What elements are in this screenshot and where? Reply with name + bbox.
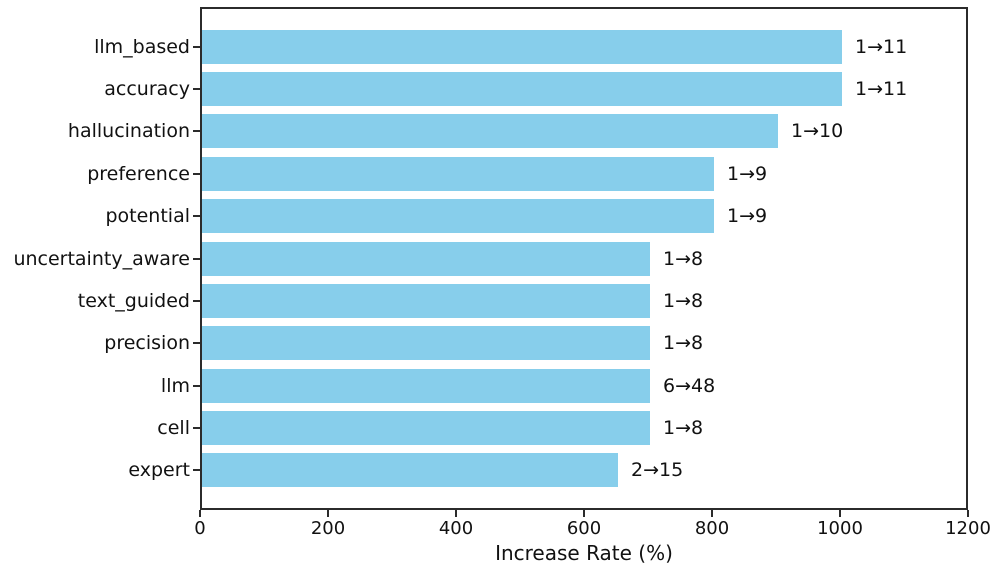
x-tick (711, 510, 713, 517)
x-tick (327, 510, 329, 517)
bar-value-label: 1→8 (663, 248, 704, 270)
x-tick-label: 1000 (817, 518, 863, 539)
y-tick (193, 385, 200, 387)
y-tick (193, 173, 200, 175)
bar-value-label: 1→9 (727, 205, 768, 227)
bar-value-label: 2→15 (631, 459, 684, 481)
x-axis-label: Increase Rate (%) (495, 541, 673, 565)
category-label: accuracy (104, 78, 190, 100)
y-tick (193, 427, 200, 429)
category-label: precision (104, 332, 190, 354)
category-label: llm (160, 375, 190, 397)
bar-value-label: 1→8 (663, 417, 704, 439)
x-tick (583, 510, 585, 517)
x-tick-label: 400 (438, 518, 474, 539)
y-tick (193, 258, 200, 260)
x-tick-label: 800 (694, 518, 730, 539)
x-tick (455, 510, 457, 517)
y-tick (193, 215, 200, 217)
y-tick (193, 300, 200, 302)
bar (202, 30, 842, 64)
category-label: llm_based (94, 36, 190, 58)
bar (202, 453, 618, 487)
bar (202, 72, 842, 106)
y-tick (193, 130, 200, 132)
bar-value-label: 1→8 (663, 290, 704, 312)
x-tick-label: 600 (566, 518, 602, 539)
category-label: text_guided (77, 290, 190, 312)
y-tick (193, 469, 200, 471)
category-label: uncertainty_aware (13, 248, 190, 270)
category-label: hallucination (67, 120, 190, 142)
bar (202, 369, 650, 403)
category-label: cell (157, 417, 190, 439)
category-label: expert (128, 459, 190, 481)
bar-value-label: 1→10 (791, 120, 844, 142)
category-label: potential (105, 205, 190, 227)
bar-value-label: 1→11 (855, 36, 908, 58)
y-tick (193, 46, 200, 48)
plot-area (200, 7, 968, 510)
x-tick (967, 510, 969, 517)
x-tick (839, 510, 841, 517)
bar (202, 326, 650, 360)
bar-value-label: 1→11 (855, 78, 908, 100)
x-tick (199, 510, 201, 517)
bar (202, 242, 650, 276)
bar (202, 114, 778, 148)
bar-value-label: 1→8 (663, 332, 704, 354)
x-tick-label: 200 (310, 518, 346, 539)
category-label: preference (87, 163, 190, 185)
bar (202, 199, 714, 233)
bar (202, 284, 650, 318)
x-tick-label: 0 (194, 518, 206, 539)
bar (202, 157, 714, 191)
bar-value-label: 6→48 (663, 375, 716, 397)
bar-value-label: 1→9 (727, 163, 768, 185)
y-tick (193, 342, 200, 344)
y-tick (193, 88, 200, 90)
x-tick-label: 1200 (945, 518, 991, 539)
bar (202, 411, 650, 445)
